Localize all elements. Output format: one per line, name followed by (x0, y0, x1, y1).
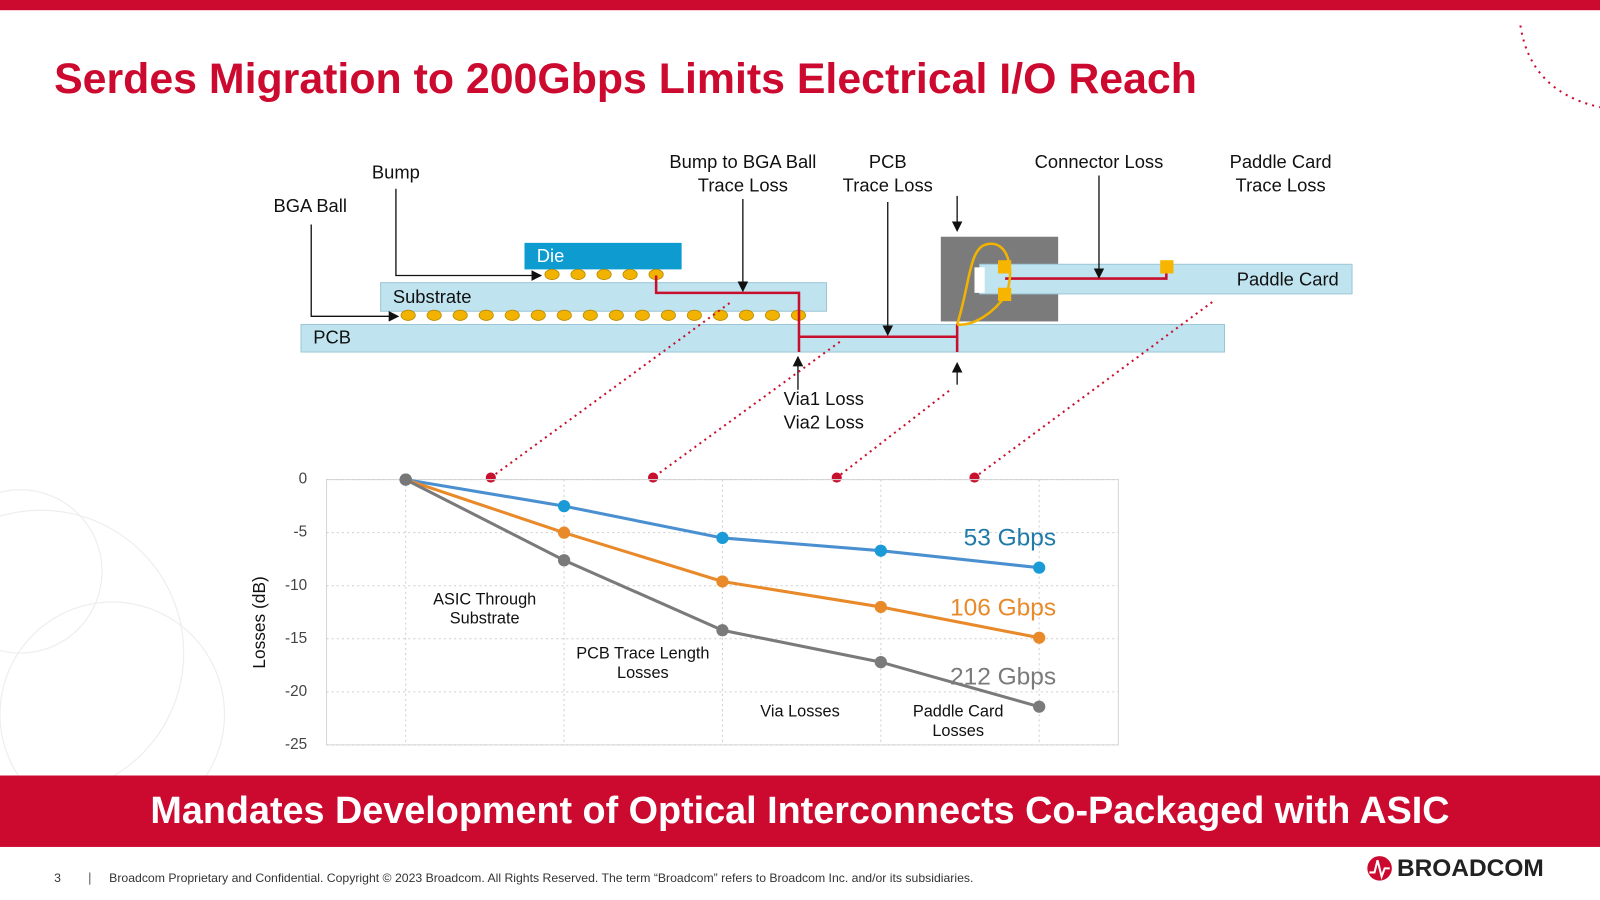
label: Via1 Loss (784, 388, 864, 409)
loss-chart: Losses (dB) 0 -5 -10 -15 -20 -25 ASIC Through S… (249, 471, 1119, 753)
label: PCB (869, 151, 907, 172)
data-point (874, 600, 887, 614)
label: Trace Loss (1236, 175, 1326, 196)
bump (596, 268, 612, 280)
ball (452, 309, 468, 321)
ball (764, 309, 780, 321)
label: Paddle Card (1230, 151, 1332, 172)
logo-mark-wave (1369, 859, 1390, 880)
ball (738, 309, 754, 321)
y-tick-label: 0 (299, 471, 308, 488)
bump (570, 268, 586, 280)
segment-annotation: PCB Trace Length (576, 644, 709, 662)
ball (608, 309, 624, 321)
segment-annotation: ASIC Through (433, 590, 536, 608)
ball (400, 309, 416, 321)
pads (997, 260, 1174, 302)
connector-slot (974, 267, 985, 293)
segment-annotation: Via Losses (760, 703, 840, 721)
connector-lines (490, 301, 1213, 479)
data-point (557, 526, 571, 539)
y-tick-label: -10 (285, 577, 307, 594)
bump (622, 268, 638, 280)
ball (478, 309, 494, 321)
page-number: 3 (54, 871, 61, 885)
footer-text: Broadcom Proprietary and Confidential. C… (109, 871, 973, 885)
label: BGA Ball (273, 195, 346, 216)
ball (712, 309, 728, 321)
y-tick-label: -20 (285, 683, 307, 700)
substrate (380, 282, 828, 312)
label: Via2 Loss (784, 411, 864, 432)
banner-text: Mandates Development of Optical Intercon… (150, 789, 1449, 831)
bump (544, 268, 560, 280)
banner (0, 775, 1600, 847)
y-axis-label: Losses (dB) (249, 576, 269, 668)
data-point (716, 531, 729, 545)
label: Trace Loss (843, 175, 933, 196)
data-point (874, 656, 887, 669)
bumps (400, 268, 807, 321)
data-point (557, 554, 571, 567)
pcb-board (300, 323, 1225, 353)
series-label: 212 Gbps (950, 664, 1056, 691)
data-point (399, 473, 412, 486)
die (524, 242, 682, 270)
data-point (1033, 561, 1046, 574)
label: Connector Loss (1035, 151, 1164, 172)
segment-annotation: Losses (617, 664, 669, 682)
data-point (1033, 631, 1046, 644)
signal-trace (654, 267, 1168, 353)
series-label: 106 Gbps (950, 595, 1056, 622)
package-diagram: BGA Ball Bump Bump to BGA Ball Trace Los… (273, 151, 1353, 483)
label: Substrate (393, 286, 472, 307)
ball (686, 309, 702, 321)
ball (504, 309, 520, 321)
top-bar (0, 0, 1600, 11)
logo-text: BROADCOM (1397, 855, 1544, 882)
label: Trace Loss (698, 175, 788, 196)
segment-annotation: Paddle Card (913, 703, 1004, 721)
slide-title: Serdes Migration to 200Gbps Limits Elect… (54, 55, 1197, 103)
corner-decoration (1519, 25, 1600, 109)
segment-annotation: Substrate (450, 610, 520, 628)
data-point (874, 544, 887, 557)
label: PCB (313, 327, 351, 348)
ball (660, 309, 676, 321)
callout-arrows (310, 175, 1105, 390)
series-line (405, 478, 1040, 570)
ball (556, 309, 572, 321)
series-label: 53 Gbps (964, 525, 1056, 552)
connector-contact (955, 242, 1012, 326)
y-tick-label: -15 (285, 630, 307, 647)
ball (530, 309, 546, 321)
data-point (716, 624, 729, 637)
label: Bump to BGA Ball (669, 151, 816, 172)
ball (426, 309, 442, 321)
label: Paddle Card (1237, 268, 1339, 289)
label: Bump (372, 161, 420, 182)
ball (634, 309, 650, 321)
data-point (1033, 700, 1046, 713)
y-tick-label: -25 (285, 736, 307, 753)
ball (582, 309, 598, 321)
label: Die (537, 245, 565, 266)
data-point (716, 575, 729, 588)
data-point (557, 500, 571, 513)
connector-dots (485, 472, 980, 483)
segment-annotation: Losses (932, 722, 984, 740)
y-tick-label: -5 (294, 524, 308, 541)
